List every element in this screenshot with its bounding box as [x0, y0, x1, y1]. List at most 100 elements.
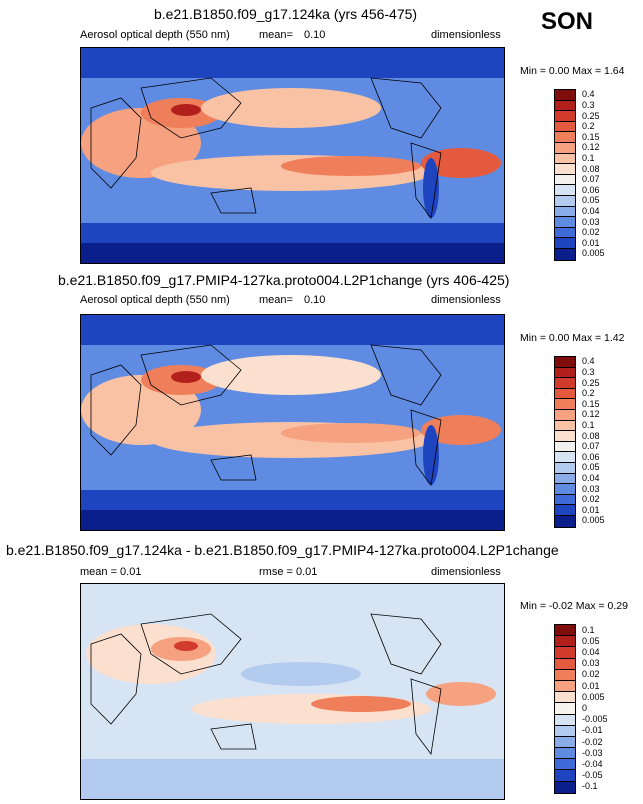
- colorbar-tick-label: 0.4: [582, 356, 595, 367]
- colorbar-segment: [555, 399, 575, 410]
- colorbar-segment: [555, 759, 575, 771]
- panel2-colorbar: [554, 356, 576, 528]
- season-label: SON: [541, 8, 594, 35]
- panel3-coastline-africa: [90, 633, 142, 725]
- colorbar-tick-label: 0.01: [582, 237, 600, 248]
- panel2-title: b.e21.B1850.f09_g17.PMIP4-127ka.proto004…: [58, 272, 510, 288]
- panel3-map-svg: [81, 584, 504, 799]
- panel1-map-svg: [81, 48, 504, 263]
- colorbar-segment: [555, 132, 575, 143]
- colorbar-tick-label: 0.04: [582, 472, 600, 483]
- colorbar-segment: [555, 647, 575, 659]
- colorbar-tick-label: 0.06: [582, 451, 600, 462]
- colorbar-tick-label: 0.08: [582, 430, 600, 441]
- colorbar-segment: [555, 185, 575, 196]
- panel3-coastline-namerica: [370, 613, 442, 675]
- panel2-variable-label: Aerosol optical depth (550 nm): [80, 294, 230, 306]
- colorbar-segment: [555, 748, 575, 760]
- panel2-minmax: Min = 0.00 Max = 1.42: [520, 332, 625, 344]
- colorbar-segment: [555, 388, 575, 400]
- colorbar-tick-label: 0.2: [582, 121, 595, 132]
- panel1-map: [80, 47, 505, 264]
- colorbar-tick-label: 0.03: [582, 216, 600, 227]
- colorbar-segment: [555, 227, 575, 239]
- colorbar-segment: [555, 692, 575, 704]
- panel2-pacific-max: [281, 423, 421, 443]
- colorbar-tick-label: 0.04: [582, 647, 600, 657]
- colorbar-tick-label: 0.1: [582, 152, 595, 163]
- panel3-minmax: Min = -0.02 Max = 0.29: [520, 600, 628, 612]
- panel1-pacific-max: [281, 156, 421, 176]
- colorbar-segment: [555, 367, 575, 379]
- panel1-variable-label: Aerosol optical depth (550 nm): [80, 29, 230, 41]
- colorbar-segment: [555, 770, 575, 782]
- panel2-map-svg: [81, 315, 504, 530]
- panel1-coastline-asia: [140, 77, 242, 139]
- colorbar-segment: [555, 238, 575, 249]
- panel3-pacific-diff-max: [311, 696, 411, 712]
- colorbar-segment: [555, 669, 575, 681]
- colorbar-tick-label: 0.02: [582, 494, 600, 505]
- colorbar-segment: [555, 462, 575, 474]
- colorbar-tick-label: 0.03: [582, 658, 600, 669]
- colorbar-tick-label: 0.1: [582, 419, 595, 430]
- colorbar-tick-label: 0.3: [582, 99, 595, 110]
- panel1-colorbar: [554, 89, 576, 261]
- colorbar-tick-label: 0.2: [582, 388, 595, 399]
- colorbar-tick-label: 0.01: [582, 680, 600, 691]
- panel1-arctic-band: [81, 48, 504, 78]
- panel1-desert-max: [171, 104, 201, 116]
- panel2-mean-value: 0.10: [304, 294, 326, 306]
- colorbar-segment: [555, 100, 575, 112]
- colorbar-tick-label: 0.07: [582, 441, 600, 452]
- colorbar-tick-label: 0.005: [582, 515, 605, 526]
- panel2-arctic-band: [81, 315, 504, 345]
- panel2-coastline-asia: [140, 344, 242, 406]
- panel3-southern-band: [81, 759, 504, 799]
- panel1-npacific: [201, 88, 381, 128]
- colorbar-tick-label: 0.12: [582, 409, 600, 420]
- colorbar-tick-label: 0.15: [582, 131, 600, 142]
- colorbar-segment: [555, 703, 575, 715]
- panel2-coastline-africa: [90, 364, 142, 456]
- panel1-mean-value: 0.10: [304, 29, 326, 41]
- colorbar-tick-label: 0.08: [582, 163, 600, 174]
- colorbar-segment: [555, 378, 575, 389]
- panel2-andes: [423, 425, 439, 485]
- panel1-minmax: Min = 0.00 Max = 1.64: [520, 65, 625, 77]
- colorbar-segment: [555, 174, 575, 186]
- colorbar-segment: [555, 409, 575, 421]
- panel2-map: [80, 314, 505, 531]
- panel3-mean: mean = 0.01: [80, 566, 142, 578]
- colorbar-tick-label: -0.01: [582, 725, 603, 736]
- colorbar-segment: [555, 121, 575, 133]
- panel2-antarctic-band: [81, 510, 504, 530]
- colorbar-segment: [555, 484, 575, 495]
- colorbar-segment: [555, 658, 575, 670]
- panel2-mean-label: mean=: [259, 294, 293, 306]
- colorbar-tick-label: -0.02: [582, 736, 603, 747]
- colorbar-segment: [555, 452, 575, 463]
- panel2-npacific: [201, 355, 381, 395]
- panel3-coastline-samerica: [410, 678, 442, 756]
- colorbar-tick-label: 0.06: [582, 184, 600, 195]
- colorbar-tick-label: 0.25: [582, 377, 600, 388]
- panel3-coastline-australia: [210, 723, 257, 750]
- colorbar-segment: [555, 625, 575, 637]
- panel2-coastline-samerica: [410, 409, 442, 487]
- panel1-units: dimensionless: [431, 29, 501, 41]
- panel1-mean-label: mean=: [259, 29, 293, 41]
- panel1-title: b.e21.B1850.f09_g17.124ka (yrs 456-475): [154, 6, 418, 22]
- colorbar-segment: [555, 714, 575, 726]
- panel2-coastline-australia: [210, 454, 257, 481]
- colorbar-segment: [555, 206, 575, 218]
- colorbar-tick-label: 0: [582, 703, 588, 713]
- panel1-antarctic-band: [81, 243, 504, 263]
- panel3-atlantic-diff: [426, 682, 496, 706]
- colorbar-tick-label: 0.05: [582, 635, 600, 646]
- colorbar-tick-label: -0.05: [582, 770, 603, 781]
- colorbar-tick-label: 0.05: [582, 195, 600, 206]
- colorbar-tick-label: 0.04: [582, 205, 600, 216]
- colorbar-segment: [555, 441, 575, 453]
- colorbar-segment: [555, 195, 575, 207]
